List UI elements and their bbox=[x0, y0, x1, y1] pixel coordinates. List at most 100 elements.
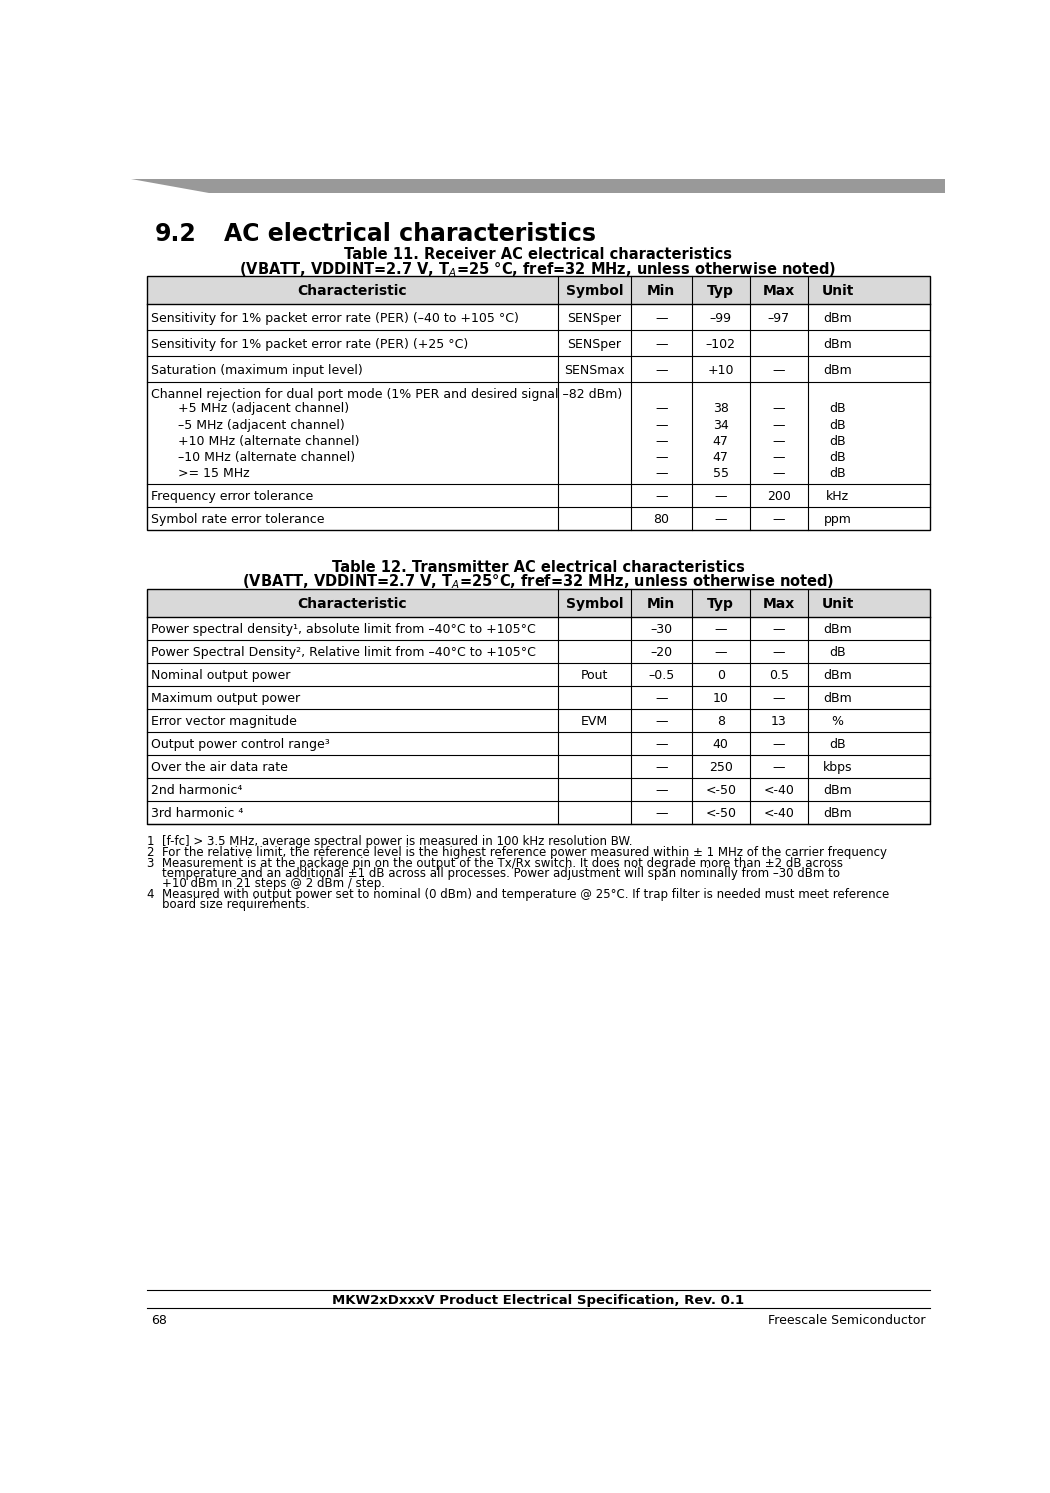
Text: Symbol: Symbol bbox=[566, 597, 623, 611]
Text: –102: –102 bbox=[706, 337, 736, 351]
Text: Saturation (maximum input level): Saturation (maximum input level) bbox=[151, 364, 363, 376]
Text: <-40: <-40 bbox=[763, 784, 794, 797]
Text: —: — bbox=[714, 646, 727, 658]
Text: dBm: dBm bbox=[823, 364, 852, 376]
Text: Unit: Unit bbox=[821, 284, 854, 299]
Text: —: — bbox=[773, 434, 785, 448]
Text: —: — bbox=[773, 514, 785, 527]
Text: —: — bbox=[655, 784, 668, 797]
Text: —: — bbox=[773, 418, 785, 431]
Text: <-50: <-50 bbox=[706, 784, 736, 797]
Text: SENSmax: SENSmax bbox=[564, 364, 625, 376]
Text: Sensitivity for 1% packet error rate (PER) (–40 to +105 °C): Sensitivity for 1% packet error rate (PE… bbox=[151, 312, 520, 324]
Text: —: — bbox=[655, 434, 668, 448]
Text: <-50: <-50 bbox=[706, 808, 736, 821]
Text: 47: 47 bbox=[713, 434, 729, 448]
Text: Symbol rate error tolerance: Symbol rate error tolerance bbox=[151, 514, 324, 527]
Text: —: — bbox=[655, 691, 668, 705]
Text: –10 MHz (alternate channel): –10 MHz (alternate channel) bbox=[177, 451, 355, 464]
Text: Max: Max bbox=[762, 597, 795, 611]
Text: Output power control range³: Output power control range³ bbox=[151, 738, 330, 751]
Text: Min: Min bbox=[647, 284, 675, 299]
Text: Channel rejection for dual port mode (1% PER and desired signal –82 dBm): Channel rejection for dual port mode (1%… bbox=[151, 388, 623, 400]
Text: SENSper: SENSper bbox=[567, 312, 622, 324]
Text: —: — bbox=[655, 761, 668, 775]
Text: —: — bbox=[655, 364, 668, 376]
Text: 8: 8 bbox=[717, 715, 724, 729]
Text: —: — bbox=[655, 403, 668, 415]
Text: dBm: dBm bbox=[823, 337, 852, 351]
Text: Characteristic: Characteristic bbox=[297, 284, 407, 299]
Text: 4  Measured with output power set to nominal (0 dBm) and temperature @ 25°C. If : 4 Measured with output power set to nomi… bbox=[147, 887, 889, 900]
Text: —: — bbox=[773, 467, 785, 481]
Text: Pout: Pout bbox=[581, 669, 608, 682]
Text: 40: 40 bbox=[713, 738, 729, 751]
Text: —: — bbox=[714, 623, 727, 636]
Text: dB: dB bbox=[830, 451, 846, 464]
Text: dBm: dBm bbox=[823, 808, 852, 821]
Text: Over the air data rate: Over the air data rate bbox=[151, 761, 289, 775]
Text: –97: –97 bbox=[768, 312, 790, 324]
Text: Maximum output power: Maximum output power bbox=[151, 691, 300, 705]
Bar bbox=[147, 588, 929, 617]
Text: —: — bbox=[655, 467, 668, 481]
Text: Power spectral density¹, absolute limit from –40°C to +105°C: Power spectral density¹, absolute limit … bbox=[151, 623, 537, 636]
Text: <-40: <-40 bbox=[763, 808, 794, 821]
Text: +10 MHz (alternate channel): +10 MHz (alternate channel) bbox=[177, 434, 359, 448]
Text: 1  [f-fc] > 3.5 MHz, average spectral power is measured in 100 kHz resolution BW: 1 [f-fc] > 3.5 MHz, average spectral pow… bbox=[147, 835, 632, 848]
Text: dBm: dBm bbox=[823, 691, 852, 705]
Text: kbps: kbps bbox=[823, 761, 853, 775]
Text: dBm: dBm bbox=[823, 784, 852, 797]
Bar bbox=[147, 276, 929, 305]
Text: 68: 68 bbox=[150, 1314, 167, 1327]
Polygon shape bbox=[131, 179, 945, 193]
Text: 47: 47 bbox=[713, 451, 729, 464]
Text: –20: –20 bbox=[650, 646, 672, 658]
Text: Sensitivity for 1% packet error rate (PER) (+25 °C): Sensitivity for 1% packet error rate (PE… bbox=[151, 337, 468, 351]
Text: dB: dB bbox=[830, 403, 846, 415]
Text: —: — bbox=[655, 312, 668, 324]
Text: dBm: dBm bbox=[823, 312, 852, 324]
Text: 9.2: 9.2 bbox=[154, 221, 196, 245]
Text: Nominal output power: Nominal output power bbox=[151, 669, 291, 682]
Text: —: — bbox=[714, 490, 727, 503]
Text: Symbol: Symbol bbox=[566, 284, 623, 299]
Text: dB: dB bbox=[830, 467, 846, 481]
Text: Table 11. Receiver AC electrical characteristics: Table 11. Receiver AC electrical charact… bbox=[344, 246, 732, 261]
Text: —: — bbox=[655, 337, 668, 351]
Text: —: — bbox=[655, 808, 668, 821]
Text: (VBATT, VDDINT=2.7 V, T$_A$=25°C, fref=32 MHz, unless otherwise noted): (VBATT, VDDINT=2.7 V, T$_A$=25°C, fref=3… bbox=[242, 573, 835, 591]
Text: 38: 38 bbox=[713, 403, 729, 415]
Text: +10 dBm in 21 steps @ 2 dBm / step.: +10 dBm in 21 steps @ 2 dBm / step. bbox=[147, 876, 384, 890]
Text: AC electrical characteristics: AC electrical characteristics bbox=[225, 221, 596, 245]
Text: —: — bbox=[655, 451, 668, 464]
Text: Table 12. Transmitter AC electrical characteristics: Table 12. Transmitter AC electrical char… bbox=[332, 560, 744, 575]
Text: Unit: Unit bbox=[821, 597, 854, 611]
Text: Max: Max bbox=[762, 284, 795, 299]
Text: +10: +10 bbox=[708, 364, 734, 376]
Text: —: — bbox=[773, 403, 785, 415]
Text: —: — bbox=[773, 738, 785, 751]
Text: Error vector magnitude: Error vector magnitude bbox=[151, 715, 297, 729]
Text: –30: –30 bbox=[650, 623, 672, 636]
Text: 0: 0 bbox=[717, 669, 724, 682]
Text: >= 15 MHz: >= 15 MHz bbox=[177, 467, 250, 481]
Text: —: — bbox=[773, 761, 785, 775]
Text: 10: 10 bbox=[713, 691, 729, 705]
Text: dBm: dBm bbox=[823, 669, 852, 682]
Text: 55: 55 bbox=[713, 467, 729, 481]
Text: ppm: ppm bbox=[823, 514, 852, 527]
Text: Frequency error tolerance: Frequency error tolerance bbox=[151, 490, 314, 503]
Text: —: — bbox=[655, 418, 668, 431]
Text: —: — bbox=[773, 364, 785, 376]
Text: —: — bbox=[714, 514, 727, 527]
Text: Freescale Semiconductor: Freescale Semiconductor bbox=[769, 1314, 926, 1327]
Bar bbox=[147, 276, 929, 530]
Text: 2  For the relative limit, the reference level is the highest reference power me: 2 For the relative limit, the reference … bbox=[147, 847, 887, 858]
Text: 34: 34 bbox=[713, 418, 729, 431]
Text: dB: dB bbox=[830, 434, 846, 448]
Text: dB: dB bbox=[830, 418, 846, 431]
Text: —: — bbox=[773, 451, 785, 464]
Text: EVM: EVM bbox=[581, 715, 608, 729]
Text: 80: 80 bbox=[653, 514, 669, 527]
